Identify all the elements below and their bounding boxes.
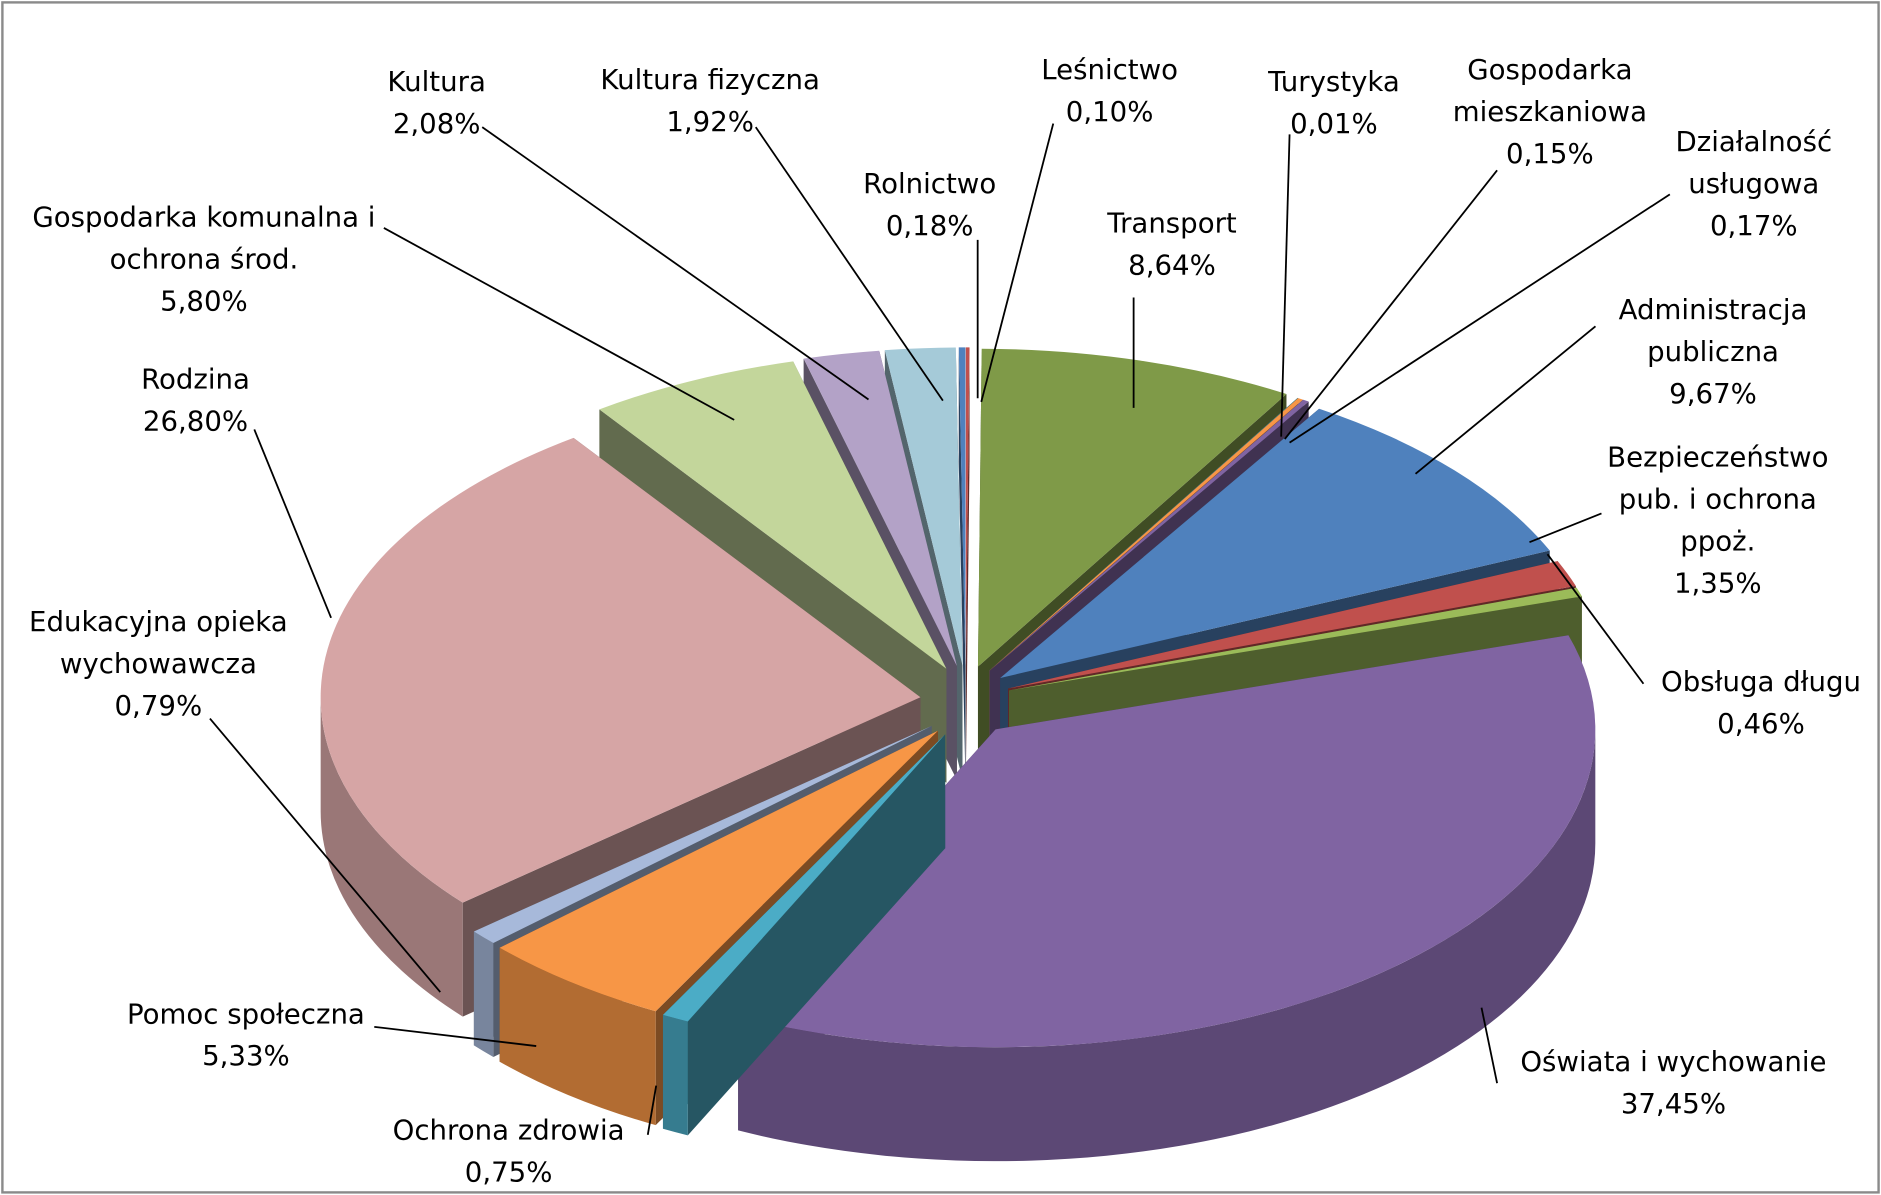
category-label: Kultura fizyczna [600, 64, 820, 96]
value-label: 0,10% [1065, 97, 1154, 129]
slice [473, 726, 932, 944]
slice [320, 437, 921, 903]
slice-label: Transport 8,64% [1052, 204, 1292, 288]
value-label: 0,46% [1717, 708, 1805, 741]
leader-line [1546, 553, 1645, 685]
slice [958, 347, 966, 666]
slice-side [687, 734, 946, 1136]
category-label: Obsługa długu [1661, 666, 1861, 699]
value-label: 0,17% [1709, 211, 1798, 243]
leader-line [1280, 134, 1291, 437]
value-label: 0,18% [885, 211, 974, 243]
slice-label: Kultura 2,08% [347, 62, 527, 146]
category-label: Gospodarka mieszkaniowa [1452, 55, 1648, 129]
slice [1009, 587, 1582, 691]
value-label: 2,08% [392, 109, 481, 141]
slice [1000, 408, 1550, 678]
category-label: Ochrona zdrowia [392, 1115, 625, 1147]
category-label: Oświata i wychowanie [1520, 1047, 1827, 1079]
slice-label: Oświata i wychowanie 37,45% [1482, 1042, 1866, 1126]
category-label: Działalność usługowa [1675, 127, 1833, 201]
slice [599, 361, 947, 669]
slice-label: Leśnictwo 0,10% [990, 50, 1230, 134]
category-label: Leśnictwo [1041, 55, 1179, 87]
slice-label: Działalność usługowa 0,17% [1652, 122, 1856, 248]
slice-label: Ochrona zdrowia 0,75% [341, 1111, 677, 1195]
leader-line [1414, 325, 1597, 475]
value-label: 0,75% [464, 1157, 553, 1189]
slice [989, 398, 1303, 671]
leader-line [481, 126, 870, 401]
category-label: Rolnictwo [863, 169, 997, 201]
slice-label: Kultura fizyczna 1,92% [578, 60, 842, 144]
slice-label: Bezpieczeństwo pub. i ochrona ppoż. 1,35% [1586, 438, 1850, 606]
value-label: 5,33% [202, 1041, 290, 1073]
slice-side [320, 697, 463, 1017]
slice [977, 348, 1287, 667]
slice-side [738, 729, 1596, 1162]
slice [989, 397, 1298, 671]
value-label: 0,01% [1290, 109, 1378, 141]
slice-label: Pomoc społeczna 5,33% [90, 994, 402, 1078]
category-label: Pomoc społeczna [126, 999, 365, 1031]
value-label: 5,80% [160, 286, 248, 318]
category-label: Edukacyjna opieka wychowawcza [29, 606, 288, 681]
value-label: 37,45% [1620, 1089, 1727, 1121]
value-label: 0,79% [114, 690, 203, 723]
value-label: 1,35% [1673, 568, 1762, 600]
category-label: Kultura [387, 67, 486, 99]
slice-side [662, 1014, 688, 1136]
leader-line [1529, 512, 1602, 544]
leader-line [1480, 1007, 1498, 1084]
leader-line [383, 227, 735, 421]
value-label: 26,80% [142, 406, 249, 438]
slice [499, 730, 938, 1012]
slice-label: Edukacyjna opieka wychowawcza 0,79% [2, 602, 314, 728]
value-label: 9,67% [1669, 379, 1757, 411]
slice [965, 347, 970, 666]
slice-side [958, 347, 966, 780]
leader-line [1289, 193, 1671, 444]
leader-line [253, 429, 332, 619]
slice [803, 350, 957, 666]
value-label: 1,92% [666, 106, 754, 138]
category-label: Turystyka [1268, 67, 1400, 99]
slice-side [473, 931, 494, 1057]
value-label: 0,15% [1506, 139, 1594, 171]
leader-line [374, 1025, 537, 1047]
slice-label: Rodzina 26,80% [76, 360, 316, 444]
category-label: Bezpieczeństwo pub. i ochrona ppoż. [1607, 442, 1829, 558]
category-label: Transport [1107, 208, 1237, 240]
slice-label: Turystyka 0,01% [1214, 62, 1454, 146]
category-label: Gospodarka komunalna i ochrona środ. [32, 202, 376, 276]
slice-label: Obsługa długu 0,46% [1641, 662, 1881, 746]
category-label: Administracja publiczna [1618, 295, 1808, 369]
leader-line [1284, 169, 1498, 440]
slice [738, 635, 1596, 1048]
slice [989, 399, 1309, 671]
leader-line [980, 123, 1055, 403]
slice [662, 734, 946, 1022]
slice-label: Rolnictwo 0,18% [810, 164, 1050, 248]
slice-label: Gospodarka komunalna i ochrona środ. 5,80… [6, 198, 402, 324]
slice-side [499, 947, 656, 1126]
slice-side [965, 347, 970, 780]
leader-line [646, 1085, 658, 1135]
leader-line [755, 126, 944, 402]
category-label: Rodzina [141, 364, 250, 396]
slice-label: Administracja publiczna 9,67% [1581, 290, 1845, 416]
slice [1008, 561, 1576, 689]
slice-label: Gospodarka mieszkaniowa 0,15% [1430, 50, 1670, 176]
slice [884, 347, 963, 666]
leader-line [209, 717, 441, 993]
value-label: 8,64% [1128, 250, 1216, 282]
